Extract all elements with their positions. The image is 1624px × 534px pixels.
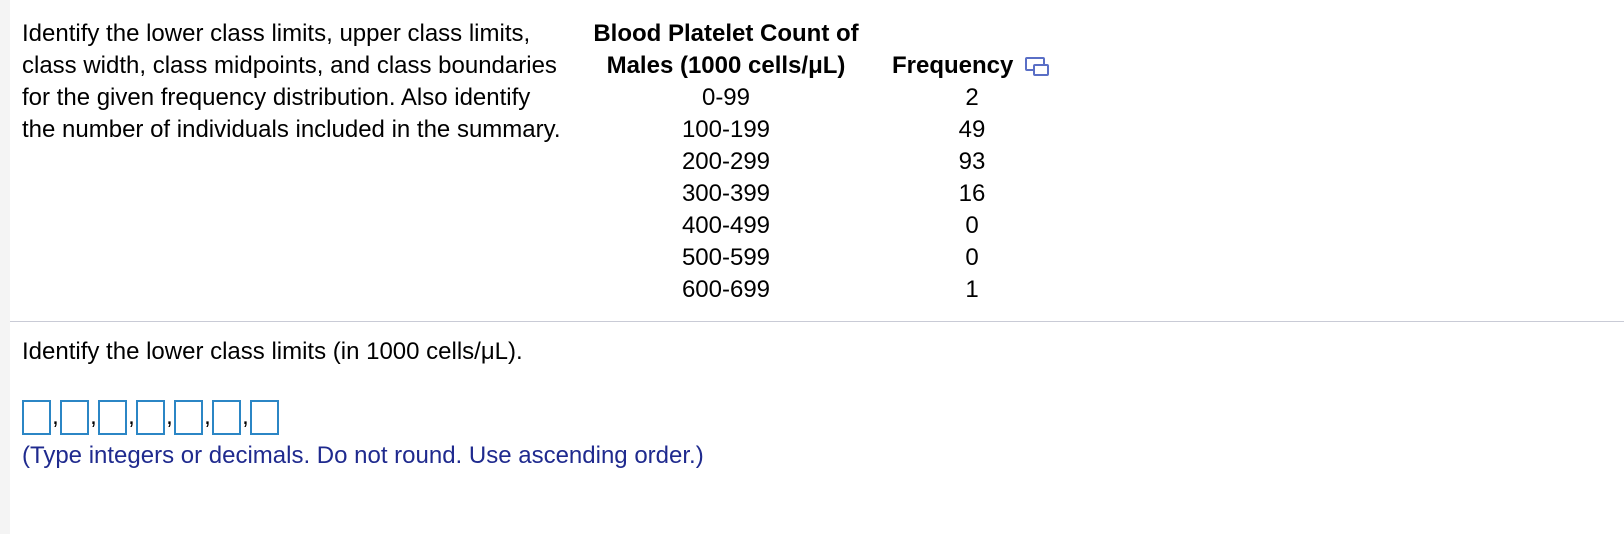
table-row: 100-199 49 <box>588 114 1080 146</box>
frequency-cell: 0 <box>965 212 979 239</box>
table-row: 200-299 93 <box>588 146 1080 178</box>
frequency-cell: 16 <box>958 180 986 207</box>
lower-limit-input-6[interactable] <box>212 400 241 435</box>
lower-limit-input-2[interactable] <box>60 400 89 435</box>
frequency-cell: 1 <box>965 276 979 303</box>
class-cell: 200-299 <box>681 148 771 175</box>
table-row: 300-399 16 <box>588 178 1080 210</box>
frequency-cell: 2 <box>965 84 979 111</box>
class-header-line1: Blood Platelet Count of <box>593 20 859 47</box>
lower-limit-input-1[interactable] <box>22 400 51 435</box>
separator-comma: , <box>242 403 249 430</box>
frequency-table: Blood Platelet Count of Males (1000 cell… <box>588 18 1080 306</box>
lower-limit-input-4[interactable] <box>136 400 165 435</box>
copy-table-icon[interactable] <box>1025 57 1050 76</box>
class-cell: 300-399 <box>681 180 771 207</box>
table-row: 600-699 1 <box>588 274 1080 306</box>
lower-limit-input-5[interactable] <box>174 400 203 435</box>
separator-comma: , <box>52 403 59 430</box>
lower-limit-input-7[interactable] <box>250 400 279 435</box>
section-divider <box>10 321 1624 322</box>
separator-comma: , <box>204 403 211 430</box>
separator-comma: , <box>128 403 135 430</box>
lower-limit-input-3[interactable] <box>98 400 127 435</box>
class-cell: 500-599 <box>681 244 771 271</box>
frequency-cell: 0 <box>965 244 979 271</box>
class-cell: 600-699 <box>681 276 771 303</box>
class-header-line2: Males (1000 cells/μL) <box>606 52 846 79</box>
separator-comma: , <box>166 403 173 430</box>
question-prompt: Identify the lower class limits (in 1000… <box>22 338 523 365</box>
table-row: 500-599 0 <box>588 242 1080 274</box>
left-margin-strip <box>0 0 10 534</box>
frequency-header: Frequency <box>864 50 1080 82</box>
class-cell: 400-499 <box>681 212 771 239</box>
table-row: 400-499 0 <box>588 210 1080 242</box>
answer-input-row: , , , , , , <box>22 400 279 435</box>
frequency-header-label: Frequency <box>892 52 1014 79</box>
frequency-cell: 49 <box>958 116 986 143</box>
problem-instructions: Identify the lower class limits, upper c… <box>22 20 561 143</box>
class-cell: 0-99 <box>701 84 751 111</box>
frequency-cell: 93 <box>958 148 986 175</box>
separator-comma: , <box>90 403 97 430</box>
class-cell: 100-199 <box>681 116 771 143</box>
answer-hint: (Type integers or decimals. Do not round… <box>22 442 704 469</box>
table-row: 0-99 2 <box>588 82 1080 114</box>
